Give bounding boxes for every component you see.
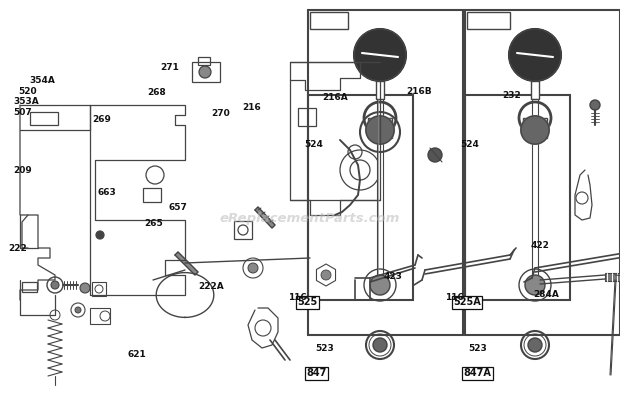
- Circle shape: [366, 116, 394, 144]
- Bar: [234, 221, 252, 239]
- Text: 116: 116: [288, 293, 306, 301]
- Circle shape: [199, 66, 211, 78]
- Text: 657: 657: [169, 203, 187, 212]
- Bar: [298, 108, 316, 126]
- Text: 222: 222: [9, 245, 27, 253]
- Text: 269: 269: [92, 115, 110, 124]
- Text: 621: 621: [127, 350, 146, 359]
- Polygon shape: [175, 252, 198, 275]
- Circle shape: [521, 116, 549, 144]
- Bar: [308, 10, 463, 335]
- Text: 222A: 222A: [198, 282, 224, 291]
- Bar: [368, 118, 392, 138]
- Bar: [22, 282, 37, 292]
- Circle shape: [373, 338, 387, 352]
- Bar: [605, 273, 620, 281]
- Text: 525A: 525A: [453, 297, 480, 307]
- Text: 524: 524: [304, 141, 322, 149]
- Circle shape: [321, 270, 331, 280]
- Text: 523: 523: [315, 344, 334, 353]
- Circle shape: [248, 263, 258, 273]
- Bar: [90, 308, 110, 324]
- Bar: [376, 81, 384, 99]
- Text: 216A: 216A: [322, 94, 348, 102]
- Circle shape: [528, 338, 542, 352]
- Text: 265: 265: [144, 220, 163, 228]
- Text: 209: 209: [13, 166, 32, 175]
- Circle shape: [80, 283, 90, 293]
- Bar: [523, 118, 547, 138]
- Circle shape: [96, 231, 104, 239]
- Circle shape: [51, 281, 59, 289]
- Bar: [465, 10, 620, 335]
- Text: 523: 523: [468, 344, 487, 353]
- Text: 525: 525: [298, 297, 317, 307]
- Bar: [310, 12, 348, 29]
- Polygon shape: [255, 207, 275, 228]
- Circle shape: [509, 29, 561, 81]
- Circle shape: [354, 29, 406, 81]
- Circle shape: [370, 275, 390, 295]
- Text: 663: 663: [97, 188, 116, 197]
- Bar: [465, 95, 570, 300]
- Text: 271: 271: [160, 64, 179, 72]
- Text: 354A: 354A: [30, 76, 56, 85]
- Text: 422: 422: [531, 241, 549, 250]
- Text: 268: 268: [147, 88, 166, 97]
- Bar: [198, 57, 210, 65]
- Bar: [143, 188, 161, 202]
- Text: 270: 270: [211, 109, 229, 118]
- Text: 216B: 216B: [406, 87, 432, 96]
- Text: 524: 524: [460, 141, 479, 149]
- Circle shape: [525, 275, 545, 295]
- Text: 216: 216: [242, 103, 260, 112]
- Text: 507: 507: [14, 108, 32, 117]
- Text: 232: 232: [502, 91, 521, 100]
- Text: 116: 116: [445, 293, 464, 301]
- Text: 353A: 353A: [14, 98, 40, 106]
- Bar: [531, 81, 539, 99]
- Circle shape: [75, 307, 81, 313]
- Circle shape: [428, 148, 442, 162]
- Text: eReplacementParts.com: eReplacementParts.com: [220, 211, 400, 224]
- Bar: [308, 95, 413, 300]
- Bar: [92, 282, 106, 296]
- Circle shape: [590, 100, 600, 110]
- Bar: [377, 99, 383, 294]
- Text: 847A: 847A: [464, 368, 491, 378]
- Text: 423: 423: [383, 272, 402, 281]
- Bar: [467, 12, 510, 29]
- Text: 520: 520: [19, 87, 37, 96]
- Bar: [192, 62, 220, 82]
- Text: 847: 847: [306, 368, 326, 378]
- Bar: [532, 99, 538, 294]
- Bar: [30, 112, 58, 125]
- Text: 284A: 284A: [533, 290, 559, 299]
